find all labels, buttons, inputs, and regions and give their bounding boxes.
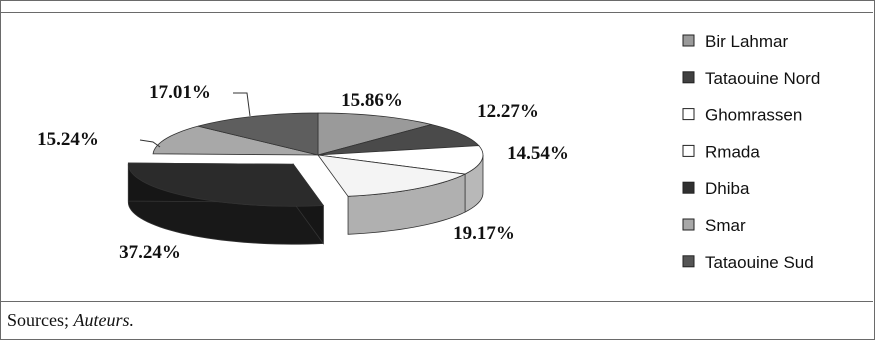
leader-line-0	[233, 92, 251, 117]
legend-label-1: Tataouine Nord	[705, 69, 820, 88]
data-label-2: 14.54%	[507, 143, 569, 164]
source-prefix: Sources;	[7, 310, 74, 330]
legend-swatch-0	[682, 34, 695, 47]
pie-slice-4	[127, 162, 325, 207]
legend-swatch-6	[682, 255, 695, 268]
data-label-5: 15.24%	[37, 129, 99, 150]
pie-layer	[127, 112, 484, 245]
legend-swatch-3	[682, 144, 695, 157]
source-note: Sources; Auteurs.	[7, 310, 134, 331]
pie-slice-3	[317, 154, 467, 197]
pie-slice-0	[317, 112, 432, 156]
legend-swatch-2	[682, 108, 695, 121]
legend-label-3: Rmada	[705, 142, 760, 161]
leader-line-1	[139, 139, 161, 148]
data-label-6: 17.01%	[149, 82, 211, 103]
source-author: Auteurs.	[73, 310, 135, 330]
legend-swatch-1	[682, 71, 695, 84]
data-label-1: 12.27%	[477, 101, 539, 122]
legend-label-0: Bir Lahmar	[705, 32, 788, 51]
legend-label-2: Ghomrassen	[705, 106, 802, 125]
pie-slice-2	[317, 145, 484, 175]
legend-swatch-5	[682, 218, 695, 231]
data-label-3: 19.17%	[453, 223, 515, 244]
legend-label-5: Smar	[705, 216, 746, 235]
pie-slice-5	[152, 125, 319, 156]
data-label-4: 37.24%	[119, 242, 181, 263]
pie-slice-6	[197, 112, 319, 156]
top-divider	[0, 12, 873, 13]
pie-slice-1	[317, 124, 480, 156]
legend: Bir Lahmar Tataouine Nord Ghomrassen Rmada D…	[682, 32, 820, 272]
legend-label-4: Dhiba	[705, 179, 750, 198]
data-label-0: 15.86%	[341, 90, 403, 111]
legend-label-6: Tataouine Sud	[705, 253, 814, 272]
legend-swatch-4	[682, 181, 695, 194]
value-labels: 15.86% 12.27% 14.54% 19.17% 37.24% 15.24% 17.0…	[37, 82, 569, 263]
bottom-divider	[0, 301, 873, 302]
